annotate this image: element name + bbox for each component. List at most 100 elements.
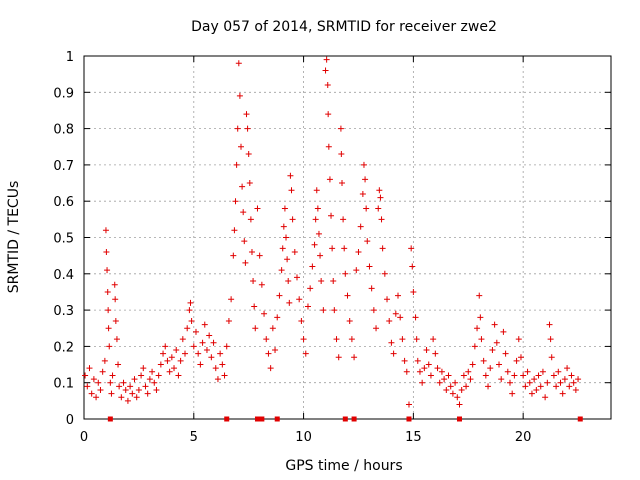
data-point	[467, 376, 474, 383]
data-point	[234, 125, 241, 132]
data-point	[322, 67, 329, 74]
data-point	[108, 390, 115, 397]
data-point	[293, 274, 300, 281]
data-point	[263, 336, 270, 343]
data-point	[120, 379, 127, 386]
data-point	[231, 227, 238, 234]
data-point	[318, 278, 325, 285]
data-point	[313, 187, 320, 194]
y-tick-label: 0.1	[53, 377, 74, 392]
data-point	[344, 292, 351, 299]
data-point	[531, 376, 538, 383]
data-point	[291, 249, 298, 256]
data-point	[90, 376, 97, 383]
data-point	[363, 205, 370, 212]
data-point	[272, 347, 279, 354]
data-point	[155, 372, 162, 379]
data-point	[188, 317, 195, 324]
data-point	[317, 252, 324, 259]
data-point	[392, 310, 399, 317]
data-point	[300, 336, 307, 343]
grid	[84, 56, 611, 419]
data-point	[370, 307, 377, 314]
data-point	[378, 216, 385, 223]
data-point	[162, 343, 169, 350]
data-point	[129, 390, 136, 397]
data-point	[346, 317, 353, 324]
data-point	[351, 354, 358, 361]
data-point	[430, 336, 437, 343]
data-point	[288, 187, 295, 194]
data-point	[340, 216, 347, 223]
outage-marker	[351, 416, 357, 422]
data-point	[241, 238, 248, 245]
data-point	[489, 347, 496, 354]
data-point	[416, 368, 423, 375]
data-point	[107, 379, 114, 386]
data-point	[498, 376, 505, 383]
data-point	[463, 383, 470, 390]
data-point	[325, 111, 332, 118]
data-point	[267, 365, 274, 372]
data-point	[438, 368, 445, 375]
data-point	[364, 238, 371, 245]
data-point	[250, 278, 257, 285]
data-point	[434, 365, 441, 372]
data-point	[239, 183, 246, 190]
data-point	[414, 357, 421, 364]
data-point	[99, 368, 106, 375]
outage-marker	[254, 416, 260, 422]
data-point	[323, 56, 330, 63]
data-point	[546, 321, 553, 328]
outage-marker	[224, 416, 230, 422]
data-point	[517, 354, 524, 361]
data-point	[142, 383, 149, 390]
data-point	[328, 212, 335, 219]
data-point	[212, 365, 219, 372]
data-point	[324, 82, 331, 89]
data-point	[337, 125, 344, 132]
data-point	[553, 383, 560, 390]
data-point	[102, 227, 109, 234]
data-point	[225, 317, 232, 324]
data-point	[485, 383, 492, 390]
data-point	[425, 361, 432, 368]
data-point	[186, 307, 193, 314]
data-point	[333, 336, 340, 343]
y-tick-label: 1	[66, 50, 74, 65]
data-point	[542, 394, 549, 401]
data-point	[353, 267, 360, 274]
data-point	[474, 325, 481, 332]
data-point	[82, 372, 89, 379]
data-point	[245, 151, 252, 158]
data-point	[449, 390, 456, 397]
data-point	[177, 357, 184, 364]
data-point	[487, 365, 494, 372]
data-point	[339, 180, 346, 187]
data-point	[312, 216, 319, 223]
data-point	[355, 249, 362, 256]
data-point	[314, 205, 321, 212]
data-point	[197, 361, 204, 368]
data-point	[115, 361, 122, 368]
data-point	[375, 205, 382, 212]
data-point	[432, 350, 439, 357]
data-point	[572, 386, 579, 393]
data-point	[182, 350, 189, 357]
y-tick-label: 0.2	[53, 340, 74, 355]
data-point	[184, 325, 191, 332]
data-point	[133, 394, 140, 401]
data-point	[173, 347, 180, 354]
data-point	[544, 379, 551, 386]
data-point	[151, 379, 158, 386]
data-point	[555, 368, 562, 375]
x-tick-label: 15	[405, 430, 422, 445]
data-point	[88, 390, 95, 397]
data-point	[564, 365, 571, 372]
data-point	[537, 383, 544, 390]
data-point	[210, 339, 217, 346]
data-point	[491, 321, 498, 328]
data-point	[509, 390, 516, 397]
data-point	[421, 365, 428, 372]
data-point	[482, 372, 489, 379]
